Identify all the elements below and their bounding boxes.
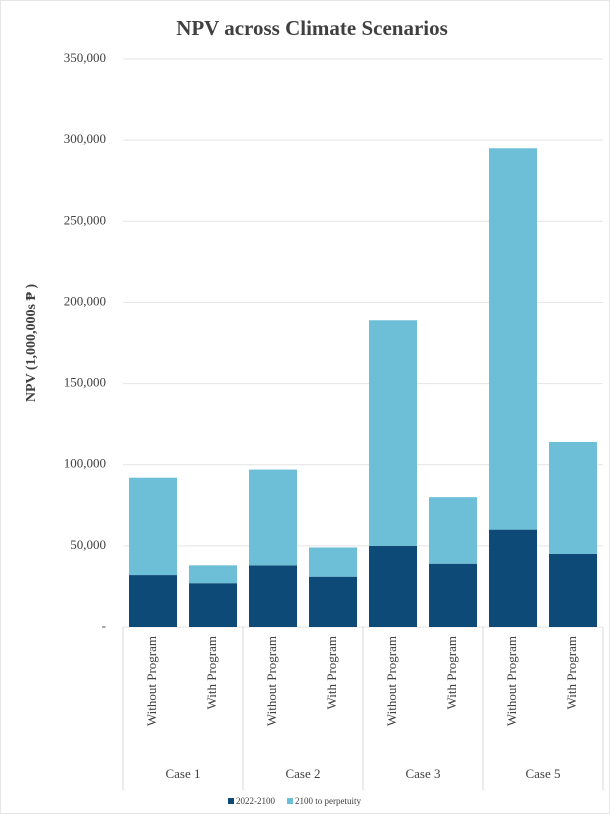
x-tick-label: With Program (444, 636, 459, 710)
x-tick-label: With Program (564, 636, 579, 710)
legend-label: 2100 to perpetuity (295, 796, 361, 806)
bar-segment (309, 547, 357, 577)
bar-segment (309, 576, 357, 627)
x-tick-label: Without Program (144, 636, 159, 726)
x-tick-label: Without Program (384, 636, 399, 726)
legend-swatch (287, 798, 293, 804)
group-label: Case 3 (405, 766, 440, 781)
y-tick-label: 250,000 (64, 212, 106, 227)
x-tick-label: With Program (204, 636, 219, 710)
legend-swatch (228, 798, 234, 804)
bar-segment (129, 575, 177, 627)
bar-segment (369, 320, 417, 546)
y-tick-label: 350,000 (64, 50, 106, 65)
bar-segment (549, 441, 597, 554)
legend-label: 2022-2100 (236, 796, 275, 806)
bar-segment (369, 545, 417, 627)
bar-segment (429, 563, 477, 627)
y-tick-label: 300,000 (64, 131, 106, 146)
y-tick-label: 100,000 (64, 456, 106, 471)
x-tick-label: With Program (324, 636, 339, 710)
bar-segment (549, 553, 597, 627)
y-axis-label: NPV (1,000,000s ₱ ) (24, 283, 39, 402)
group-label: Case 5 (525, 766, 560, 781)
chart-title: NPV across Climate Scenarios (176, 16, 448, 40)
group-label: Case 2 (285, 766, 320, 781)
x-tick-label: Without Program (264, 636, 279, 726)
bar-segment (489, 148, 537, 530)
bar-segment (489, 529, 537, 627)
group-label: Case 1 (165, 766, 200, 781)
y-tick-label: 200,000 (64, 293, 106, 308)
bar-segment (429, 497, 477, 564)
y-tick-label: 150,000 (64, 375, 106, 390)
y-tick-label: 50,000 (70, 537, 106, 552)
x-tick-label: Without Program (504, 636, 519, 726)
bar-segment (249, 565, 297, 627)
bar-segment (249, 469, 297, 566)
bar-segment (129, 477, 177, 576)
bar-segment (189, 583, 237, 627)
bar-segment (189, 565, 237, 584)
y-tick-label: - (102, 618, 106, 633)
